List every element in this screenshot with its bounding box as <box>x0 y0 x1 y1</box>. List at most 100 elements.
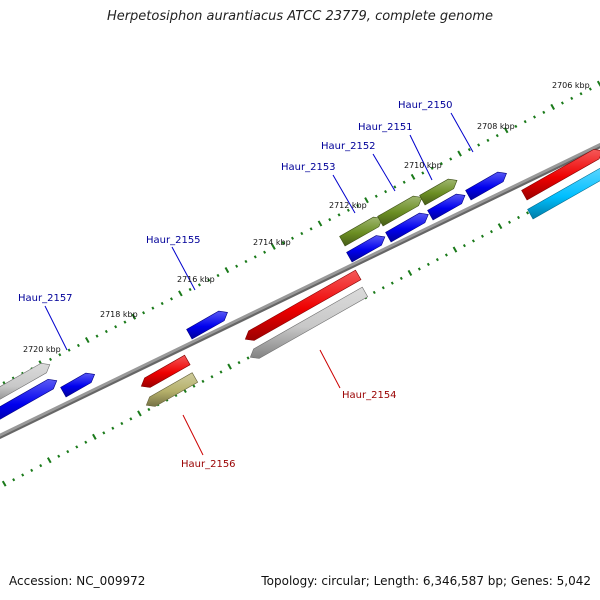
callout-line-haur-2153 <box>332 174 356 214</box>
gene-arrow-red-right <box>521 149 600 201</box>
ruler-tick <box>210 375 214 379</box>
ruler-tick <box>147 407 151 412</box>
ruler-tick <box>430 166 434 170</box>
gene-arrow-cyan-right <box>527 168 600 220</box>
gene-arrow-olive-3 <box>419 178 458 206</box>
ruler-tick <box>2 381 6 385</box>
gene-label-haur-2150: Haur_2150 <box>398 100 453 111</box>
map-title: Herpetosiphon aurantiacus ATCC 23779, co… <box>106 9 494 24</box>
ruler-tick <box>120 421 124 426</box>
callout-line-haur-2154 <box>319 349 341 389</box>
ruler-tick <box>356 203 360 208</box>
ruler-tick <box>192 384 196 388</box>
ruler-tick <box>102 431 106 435</box>
ruler-tick <box>309 227 313 231</box>
ruler-tick <box>129 417 133 421</box>
ruler-label: 2708 kbp <box>477 122 515 131</box>
ruler-tick <box>570 96 574 101</box>
ruler-label: 2706 kbp <box>552 81 590 90</box>
ruler-tick <box>104 329 108 334</box>
gene-arrow-olive-2 <box>377 195 423 227</box>
ruler-tick <box>439 162 443 166</box>
ruler-tick <box>246 356 250 360</box>
ruler-tick <box>235 264 239 268</box>
ruler-tick <box>532 115 537 119</box>
ruler-tick <box>227 363 232 370</box>
gene-arrow-olive-1 <box>339 216 383 247</box>
ruler-tick <box>224 267 230 274</box>
ruler-tick <box>21 473 25 477</box>
gene-arrow-gray-2154 <box>249 286 369 359</box>
ruler-tick <box>244 259 248 264</box>
ruler-tick <box>75 445 79 449</box>
callout-line-haur-2152 <box>372 153 396 192</box>
gene-arrow-haur-2152 <box>385 212 429 243</box>
ruler-label: 2720 kbp <box>23 345 61 354</box>
gene-label-haur-2156: Haur_2156 <box>181 459 236 470</box>
genome-stats-text: Topology: circular; Length: 6,346,587 bp… <box>261 574 591 588</box>
gene-arrow-haur-2157 <box>60 372 96 398</box>
genome-backbone <box>0 142 600 440</box>
ruler-tick <box>12 478 16 482</box>
ruler-tick <box>467 148 471 152</box>
ruler-tick <box>503 127 509 134</box>
ruler-tick <box>390 281 394 285</box>
ruler-tick <box>417 267 421 271</box>
ruler-tick <box>421 171 425 175</box>
ruler-label: 2718 kbp <box>100 310 138 319</box>
ruler-tick <box>84 336 90 344</box>
ruler-tick <box>92 433 97 440</box>
ruler-tick <box>201 379 205 384</box>
ruler-tick <box>48 357 53 362</box>
ruler-tick <box>426 262 430 266</box>
callout-line-haur-2157 <box>44 305 68 351</box>
ruler-tick <box>114 325 118 329</box>
ruler-tick <box>457 150 462 157</box>
ruler-tick <box>523 120 527 124</box>
ruler-tick <box>507 220 512 224</box>
gene-arrow-blue-left <box>0 378 58 420</box>
gene-arrow-haur-2150 <box>465 171 507 201</box>
backbone-line <box>0 142 600 440</box>
ruler-tick <box>328 217 332 222</box>
gene-arrow-haur-2155 <box>186 310 228 340</box>
ruler-tick <box>542 110 546 114</box>
ruler-tick <box>142 311 146 315</box>
ruler-tick <box>407 269 413 276</box>
ruler-tick <box>111 426 115 430</box>
ruler-tick <box>346 208 350 212</box>
ruler-tick <box>216 273 220 278</box>
ruler-tick <box>374 194 378 198</box>
ruler-label: 2712 kbp <box>329 201 367 210</box>
ruler-tick <box>337 213 341 217</box>
ruler-tick <box>372 290 376 295</box>
ruler-tick <box>402 180 406 184</box>
callout-line-haur-2150 <box>450 112 474 153</box>
ruler-tick <box>317 220 323 227</box>
accession-text: Accession: NC_009972 <box>9 574 146 588</box>
callout-line-haur-2155 <box>171 246 196 291</box>
ruler-label: 2714 kbp <box>253 238 291 247</box>
gene-label-haur-2153: Haur_2153 <box>281 162 336 173</box>
ruler-tick <box>381 286 385 290</box>
ruler-tick <box>237 361 241 365</box>
ruler-tick <box>444 253 448 257</box>
ruler-tick <box>178 290 183 297</box>
ruler-tick <box>579 92 583 96</box>
backbone-edge <box>0 146 600 439</box>
ruler-tick <box>151 306 155 310</box>
ruler-tick <box>57 454 61 458</box>
ruler-tick <box>486 138 490 142</box>
ruler-tick <box>271 243 276 250</box>
ruler-tick <box>46 457 52 464</box>
ruler-tick <box>495 134 499 138</box>
ruler-tick <box>517 215 521 220</box>
ruler-labels: 2706 kbp 2708 kbp 2710 kbp 2712 kbp 2714 kbp… <box>23 81 590 354</box>
gene-label-haur-2152: Haur_2152 <box>321 141 376 152</box>
gene-arrow-gray-left <box>0 362 51 400</box>
ruler-tick <box>550 103 555 110</box>
gene-arrow-haur-2153 <box>346 235 386 263</box>
gene-arrow-haur-2151 <box>427 193 466 221</box>
gene-label-haur-2157: Haur_2157 <box>18 293 73 304</box>
ruler-tick <box>290 236 295 240</box>
